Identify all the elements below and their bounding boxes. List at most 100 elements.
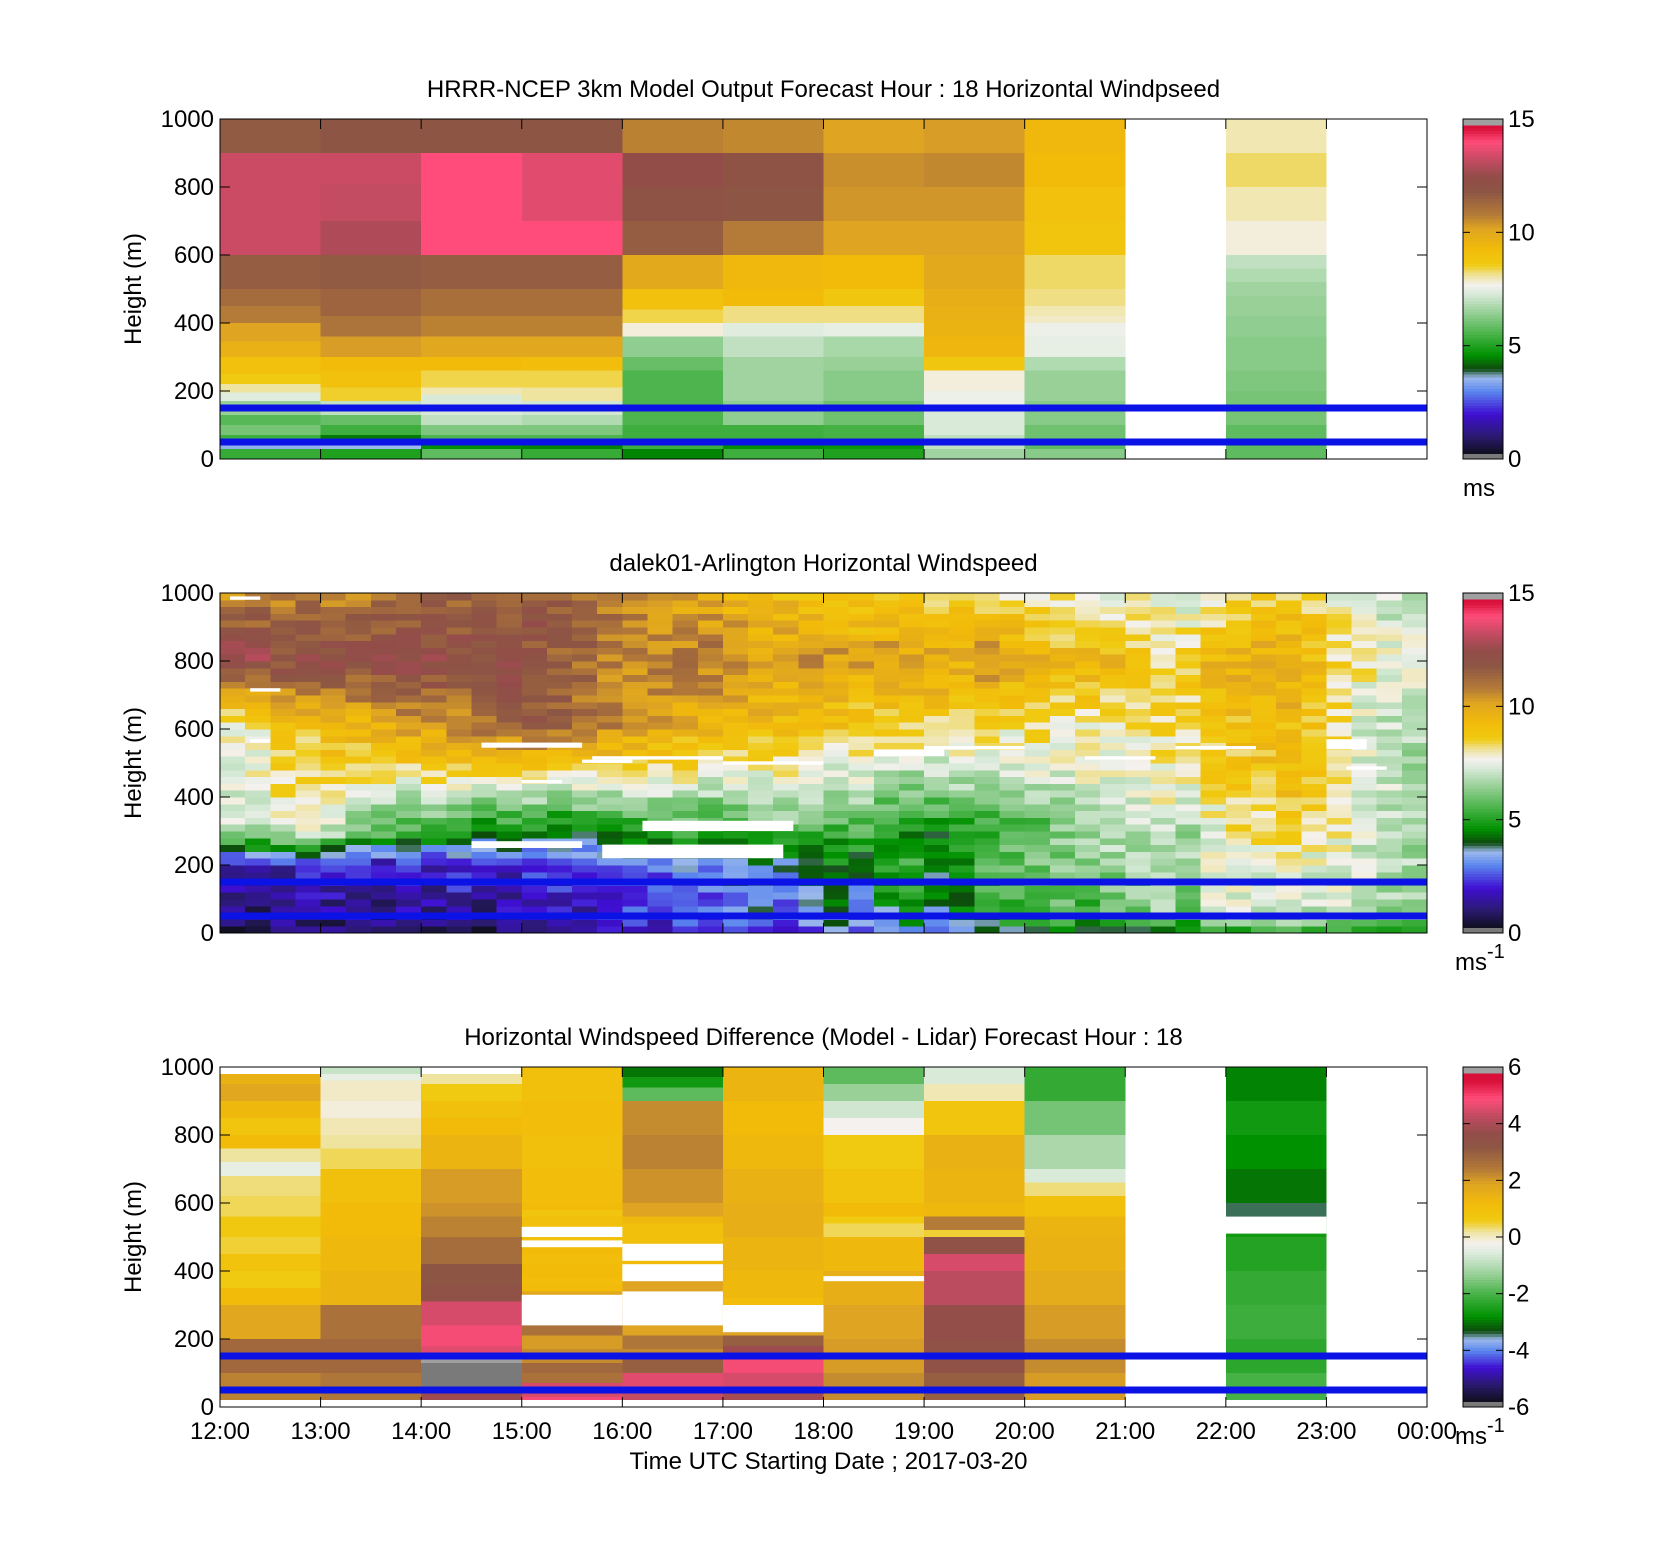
colorbar-swatch [1463, 158, 1503, 163]
heatmap-cell [1024, 695, 1051, 703]
heatmap-cell [647, 919, 674, 927]
heatmap-cell [1024, 425, 1126, 442]
heatmap-cell [924, 306, 1025, 320]
heatmap-cell [421, 756, 447, 764]
heatmap-cell [722, 153, 824, 187]
heatmap-cell [421, 701, 447, 710]
heatmap-cell [672, 790, 699, 798]
heatmap-cell [1376, 729, 1403, 737]
colorbar-swatch [1463, 1180, 1503, 1184]
heatmap-cell [1401, 885, 1428, 893]
heatmap-cell [220, 824, 246, 832]
heatmap-cell [898, 831, 925, 839]
heatmap-cell [220, 1118, 321, 1135]
heatmap-cell [873, 892, 900, 900]
heatmap-cell [697, 776, 724, 784]
heatmap-cell [1250, 681, 1277, 689]
colorbar-swatch [1463, 235, 1503, 239]
heatmap-cell [1049, 858, 1076, 866]
heatmap-cell [1049, 837, 1076, 846]
heatmap-cell [1326, 654, 1353, 662]
heatmap-cell [295, 790, 322, 798]
heatmap-cell [898, 722, 925, 730]
heatmap-cell [823, 323, 925, 337]
heatmap-cell [672, 674, 699, 682]
heatmap-cell [974, 776, 1001, 784]
heatmap-cell [572, 606, 598, 614]
heatmap-cell [898, 899, 925, 907]
heatmap-cell [220, 865, 246, 873]
heatmap-cell [672, 899, 699, 907]
colorbar-swatch [1463, 1118, 1503, 1122]
heatmap-cell [320, 749, 347, 757]
y-tick-label: 800 [174, 648, 214, 675]
heatmap-cell [421, 370, 522, 388]
heatmap-cell [1351, 851, 1378, 859]
heatmap-cell [370, 776, 397, 784]
colorbar-swatch [1463, 1228, 1503, 1232]
colorbar-swatch [1463, 1078, 1503, 1082]
heatmap-cell [220, 1135, 321, 1149]
missing-data-gap [521, 1226, 623, 1237]
heatmap-cell [622, 606, 648, 614]
heatmap-cell [471, 681, 498, 689]
heatmap-cell [722, 1271, 824, 1299]
heatmap-cell [597, 837, 623, 846]
colorbar-unit: ms-1 [1455, 1415, 1505, 1450]
heatmap-cell [1150, 599, 1177, 608]
heatmap-cell [647, 620, 674, 628]
heatmap-cell [245, 640, 271, 648]
heatmap-cell [1175, 708, 1202, 716]
heatmap-cell [320, 885, 347, 893]
colorbar-swatch [1463, 808, 1503, 812]
heatmap-cell [1024, 255, 1126, 289]
heatmap-cell [1125, 715, 1151, 723]
heatmap-cell [798, 844, 824, 852]
heatmap-cell [823, 1203, 925, 1217]
heatmap-cell [597, 763, 623, 771]
heatmap-cell [1225, 926, 1252, 934]
colorbar-swatch [1463, 720, 1503, 724]
heatmap-cell [471, 599, 498, 608]
heatmap-cell [1074, 824, 1101, 832]
heatmap-cell [823, 667, 850, 676]
heatmap-cell [1225, 613, 1252, 621]
heatmap-cell [873, 776, 900, 784]
heatmap-cell [471, 803, 498, 812]
heatmap-cell [370, 797, 397, 805]
heatmap-cell [622, 153, 723, 187]
heatmap-cell [396, 885, 422, 893]
colorbar-swatch [1463, 391, 1503, 395]
heatmap-cell [396, 790, 422, 798]
heatmap-cell [1276, 640, 1302, 648]
heatmap-cell [1049, 647, 1076, 655]
heatmap-cell [320, 858, 347, 866]
heatmap-cell [622, 797, 648, 805]
heatmap-cell [295, 919, 322, 927]
heatmap-cell [722, 763, 749, 771]
heatmap-cell [320, 1073, 422, 1081]
heatmap-cell [546, 919, 573, 927]
heatmap-cell [672, 620, 699, 628]
heatmap-cell [1024, 817, 1051, 825]
heatmap-cell [245, 858, 271, 866]
heatmap-cell [924, 708, 950, 716]
heatmap-cell [1125, 919, 1151, 927]
heatmap-cell [370, 688, 397, 696]
heatmap-cell [873, 674, 900, 682]
heatmap-cell [1250, 749, 1277, 757]
heatmap-cell [345, 871, 372, 880]
heatmap-cell [1351, 817, 1378, 825]
heatmap-cell [597, 647, 623, 655]
heatmap-cell [773, 905, 799, 914]
heatmap-cell [898, 627, 925, 635]
heatmap-cell [622, 803, 648, 812]
missing-data-gap [622, 1291, 723, 1326]
heatmap-cell [1301, 905, 1327, 914]
heatmap-cell [1049, 722, 1076, 730]
heatmap-cell [1049, 708, 1076, 716]
heatmap-cell [1276, 654, 1302, 662]
heatmap-cell [1049, 865, 1076, 873]
heatmap-cell [1024, 715, 1051, 723]
heatmap-cell [1074, 729, 1101, 737]
